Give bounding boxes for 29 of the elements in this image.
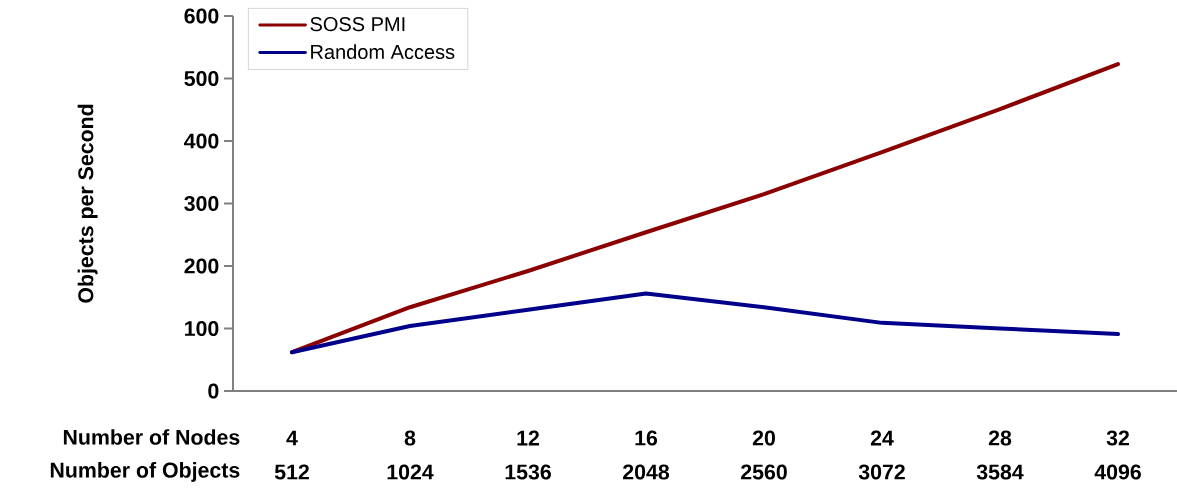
y-tick-label: 0	[208, 383, 219, 399]
x-tick-label: 24	[870, 430, 894, 446]
x-axis-title: Number of Nodes	[63, 429, 240, 445]
y-tick-label: 500	[184, 70, 219, 87]
text: 4096	[1094, 464, 1141, 480]
legend-label: Random Access	[311, 44, 455, 60]
x-tick-label: 12	[517, 430, 539, 446]
x-tick-label: 32	[1106, 430, 1129, 446]
y-tick-label: 300	[184, 195, 219, 212]
y-tick-label: 100	[185, 320, 219, 337]
line-series	[290, 291, 1120, 355]
text: 1536	[505, 464, 551, 480]
y-tick-label: 200	[184, 258, 219, 274]
text: Number of Objects	[50, 462, 240, 482]
x-tick-label: 4	[286, 430, 298, 446]
y-axis-title: Objects per Second	[77, 104, 98, 303]
text: 3584	[976, 464, 1024, 480]
x-tick-label: 16	[635, 430, 658, 446]
text: 2560	[741, 464, 787, 480]
x-tick-label: 20	[752, 430, 775, 446]
x-tick-label: 8	[404, 430, 416, 446]
text: 1024	[387, 464, 434, 480]
legend-label: SOSS PMI	[310, 17, 405, 32]
x-tick-label: 28	[988, 430, 1012, 446]
text: 2048	[623, 464, 670, 480]
y-tick-label: 400	[184, 133, 219, 149]
text: 3072	[858, 464, 905, 480]
text: 512	[274, 464, 309, 480]
y-tick-label: 600	[184, 8, 219, 24]
